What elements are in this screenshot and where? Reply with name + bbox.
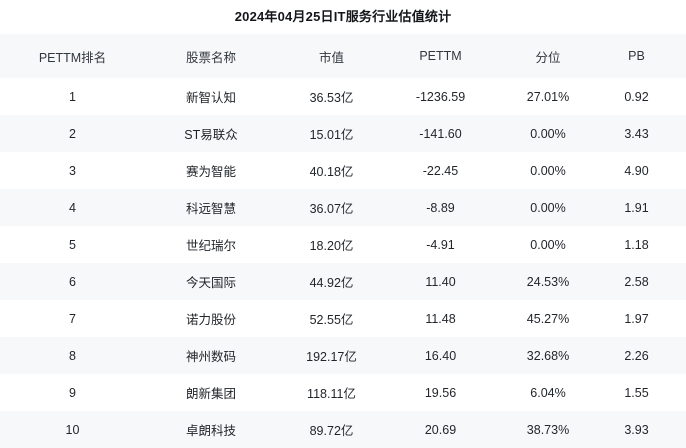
cell-pettm: 11.40	[388, 263, 493, 300]
cell-pettm: 20.69	[388, 411, 493, 448]
cell-percentile: 0.00%	[493, 226, 603, 263]
cell-percentile: 45.27%	[493, 300, 603, 337]
table-row[interactable]: 2 ST易联众 15.01亿 -141.60 0.00% 3.43	[0, 115, 686, 152]
cell-market-cap: 192.17亿	[275, 337, 388, 374]
cell-percentile: 38.73%	[493, 411, 603, 448]
cell-stock-name: 今天国际	[147, 263, 275, 300]
cell-stock-name: 朗新集团	[147, 374, 275, 411]
cell-market-cap: 118.11亿	[275, 374, 388, 411]
cell-pettm: 19.56	[388, 374, 493, 411]
cell-pb: 0.92	[603, 78, 686, 115]
table-header-row: PETTM排名 股票名称 市值 PETTM 分位 PB	[0, 34, 686, 78]
cell-pettm: -4.91	[388, 226, 493, 263]
cell-pettm: 16.40	[388, 337, 493, 374]
cell-stock-name: 世纪瑞尔	[147, 226, 275, 263]
column-header-pct[interactable]: 分位	[493, 34, 603, 78]
table-row[interactable]: 7 诺力股份 52.55亿 11.48 45.27% 1.97	[0, 300, 686, 337]
cell-rank: 9	[0, 374, 147, 411]
cell-rank: 7	[0, 300, 147, 337]
cell-rank: 5	[0, 226, 147, 263]
cell-pb: 2.58	[603, 263, 686, 300]
table-row[interactable]: 10 卓朗科技 89.72亿 20.69 38.73% 3.93	[0, 411, 686, 448]
cell-percentile: 24.53%	[493, 263, 603, 300]
cell-rank: 2	[0, 115, 147, 152]
cell-pb: 3.43	[603, 115, 686, 152]
cell-pb: 1.18	[603, 226, 686, 263]
cell-pb: 1.97	[603, 300, 686, 337]
cell-percentile: 32.68%	[493, 337, 603, 374]
valuation-table: PETTM排名 股票名称 市值 PETTM 分位 PB 1 新智认知 36.53亿 -…	[0, 34, 686, 448]
cell-market-cap: 89.72亿	[275, 411, 388, 448]
cell-rank: 6	[0, 263, 147, 300]
table-row[interactable]: 4 科远智慧 36.07亿 -8.89 0.00% 1.91	[0, 189, 686, 226]
cell-pb: 1.55	[603, 374, 686, 411]
cell-stock-name: 新智认知	[147, 78, 275, 115]
column-header-pb[interactable]: PB	[603, 34, 686, 78]
cell-pettm: 11.48	[388, 300, 493, 337]
cell-percentile: 0.00%	[493, 152, 603, 189]
table-row[interactable]: 1 新智认知 36.53亿 -1236.59 27.01% 0.92	[0, 78, 686, 115]
table-body: 1 新智认知 36.53亿 -1236.59 27.01% 0.92 2 ST易联众 15.01…	[0, 78, 686, 448]
cell-market-cap: 15.01亿	[275, 115, 388, 152]
cell-pb: 1.91	[603, 189, 686, 226]
cell-percentile: 0.00%	[493, 115, 603, 152]
column-header-mcap[interactable]: 市值	[275, 34, 388, 78]
column-header-name[interactable]: 股票名称	[147, 34, 275, 78]
cell-pettm: -8.89	[388, 189, 493, 226]
table-row[interactable]: 6 今天国际 44.92亿 11.40 24.53% 2.58	[0, 263, 686, 300]
cell-rank: 4	[0, 189, 147, 226]
cell-pettm: -22.45	[388, 152, 493, 189]
cell-market-cap: 18.20亿	[275, 226, 388, 263]
cell-rank: 10	[0, 411, 147, 448]
cell-rank: 3	[0, 152, 147, 189]
cell-stock-name: ST易联众	[147, 115, 275, 152]
column-header-pettm[interactable]: PETTM	[388, 34, 493, 78]
table-row[interactable]: 8 神州数码 192.17亿 16.40 32.68% 2.26	[0, 337, 686, 374]
cell-percentile: 27.01%	[493, 78, 603, 115]
cell-stock-name: 赛为智能	[147, 152, 275, 189]
table-row[interactable]: 3 赛为智能 40.18亿 -22.45 0.00% 4.90	[0, 152, 686, 189]
cell-rank: 8	[0, 337, 147, 374]
cell-percentile: 6.04%	[493, 374, 603, 411]
cell-stock-name: 科远智慧	[147, 189, 275, 226]
cell-market-cap: 36.07亿	[275, 189, 388, 226]
table-row[interactable]: 5 世纪瑞尔 18.20亿 -4.91 0.00% 1.18	[0, 226, 686, 263]
cell-pb: 4.90	[603, 152, 686, 189]
cell-rank: 1	[0, 78, 147, 115]
table-header: PETTM排名 股票名称 市值 PETTM 分位 PB	[0, 34, 686, 78]
cell-percentile: 0.00%	[493, 189, 603, 226]
cell-stock-name: 卓朗科技	[147, 411, 275, 448]
page-title: 2024年04月25日IT服务行业估值统计	[0, 0, 686, 34]
cell-market-cap: 44.92亿	[275, 263, 388, 300]
cell-market-cap: 36.53亿	[275, 78, 388, 115]
cell-stock-name: 神州数码	[147, 337, 275, 374]
table-row[interactable]: 9 朗新集团 118.11亿 19.56 6.04% 1.55	[0, 374, 686, 411]
cell-pb: 2.26	[603, 337, 686, 374]
cell-stock-name: 诺力股份	[147, 300, 275, 337]
cell-market-cap: 40.18亿	[275, 152, 388, 189]
cell-market-cap: 52.55亿	[275, 300, 388, 337]
cell-pb: 3.93	[603, 411, 686, 448]
column-header-rank[interactable]: PETTM排名	[0, 34, 147, 78]
cell-pettm: -141.60	[388, 115, 493, 152]
cell-pettm: -1236.59	[388, 78, 493, 115]
